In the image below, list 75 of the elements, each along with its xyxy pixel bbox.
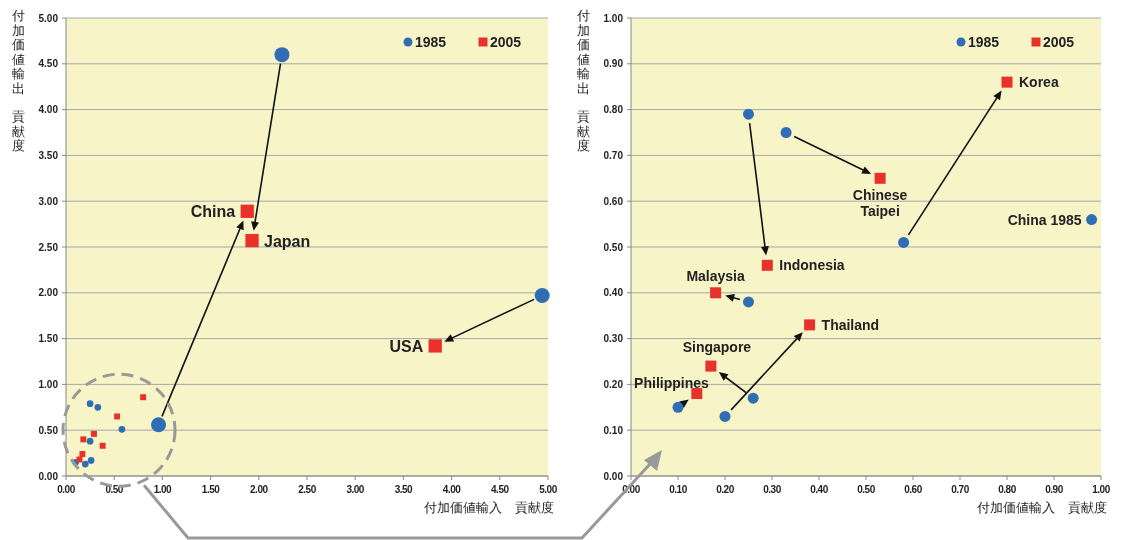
point bbox=[747, 392, 759, 404]
x-axis-title: 付加価値輸入 貢献度 bbox=[976, 500, 1107, 515]
y-tick-label: 0.10 bbox=[603, 424, 624, 436]
y-tick-label: 1.50 bbox=[38, 333, 59, 345]
x-tick-label: 0.00 bbox=[57, 484, 76, 495]
x-tick-label: 1.50 bbox=[201, 484, 221, 495]
x-tick-label: 2.50 bbox=[298, 484, 317, 495]
legend-label: 2005 bbox=[1043, 34, 1075, 50]
x-tick-label: 3.00 bbox=[346, 484, 365, 495]
annotation: Indonesia bbox=[779, 257, 845, 274]
x-tick-label: 0.10 bbox=[669, 484, 688, 495]
x-tick-label: 0.40 bbox=[810, 484, 829, 495]
x-tick-label: 4.00 bbox=[442, 484, 462, 495]
point bbox=[898, 236, 910, 248]
x-tick-label: 0.90 bbox=[1045, 484, 1064, 495]
x-tick-label: 0.30 bbox=[763, 484, 782, 495]
x-tick-label: 1.00 bbox=[1092, 484, 1111, 495]
legend-label: 1985 bbox=[415, 34, 447, 50]
point bbox=[705, 360, 717, 372]
y-tick-label: 0.00 bbox=[603, 470, 624, 482]
point bbox=[780, 127, 792, 138]
x-tick-label: 0.50 bbox=[857, 484, 876, 495]
annotation: Chinese Taipei bbox=[852, 187, 908, 220]
x-tick-label: 4.50 bbox=[491, 484, 510, 495]
annotation: Korea bbox=[1019, 74, 1059, 91]
point bbox=[874, 172, 886, 184]
annotation: China 1985 bbox=[1007, 211, 1082, 228]
annotation: Japan bbox=[264, 232, 311, 250]
point bbox=[743, 108, 754, 120]
x-tick-label: 0.80 bbox=[998, 484, 1017, 495]
y-tick-label: 0.50 bbox=[603, 241, 624, 253]
point bbox=[1086, 214, 1098, 226]
annotation: Malaysia bbox=[686, 267, 745, 284]
annotation: Singapore bbox=[682, 339, 752, 356]
annotation: China bbox=[190, 203, 236, 221]
x-axis-title: 付加価値輸入 貢献度 bbox=[423, 500, 554, 515]
y-tick-label: 0.40 bbox=[603, 287, 624, 299]
y-tick-label: 0.00 bbox=[38, 470, 59, 482]
y-tick-label: 0.80 bbox=[603, 104, 624, 116]
y-tick-label: 5.00 bbox=[38, 12, 59, 24]
y-tick-label: 2.50 bbox=[38, 241, 59, 253]
x-tick-label: 0.20 bbox=[716, 484, 735, 495]
point bbox=[804, 319, 816, 331]
x-tick-label: 1.00 bbox=[153, 484, 173, 495]
y-tick-label: 2.00 bbox=[38, 287, 59, 299]
text: 付加価値輸出貢献度 bbox=[576, 8, 590, 153]
y-tick-label: 0.20 bbox=[603, 378, 624, 390]
point bbox=[719, 410, 731, 422]
y-tick-label: 4.00 bbox=[38, 104, 59, 116]
y-tick-label: 4.50 bbox=[38, 58, 59, 70]
x-tick-label: 3.50 bbox=[394, 484, 414, 495]
x-tick-label: 2.00 bbox=[250, 484, 269, 495]
point bbox=[710, 287, 722, 299]
point bbox=[743, 296, 754, 308]
x-tick-label: 0.70 bbox=[951, 484, 970, 495]
annotation: Thailand bbox=[821, 316, 880, 333]
y-tick-label: 1.00 bbox=[38, 378, 59, 390]
y-tick-label: 0.50 bbox=[38, 424, 59, 436]
annotation: Philippines bbox=[634, 374, 709, 391]
legend-label: 1985 bbox=[968, 34, 1000, 50]
x-tick-label: 5.00 bbox=[539, 484, 558, 495]
point bbox=[672, 401, 684, 413]
annotation: USA bbox=[389, 337, 424, 355]
y-tick-label: 0.90 bbox=[603, 58, 624, 70]
text: 付加価値輸出貢献度 bbox=[11, 8, 25, 153]
x-tick-label: 0.60 bbox=[904, 484, 923, 495]
y-tick-label: 0.70 bbox=[603, 149, 624, 161]
y-tick-label: 3.50 bbox=[38, 149, 59, 161]
y-tick-label: 1.00 bbox=[603, 12, 624, 24]
y-tick-label: 0.30 bbox=[603, 333, 624, 345]
point bbox=[761, 259, 773, 271]
y-tick-label: 3.00 bbox=[38, 195, 59, 207]
legend-label: 2005 bbox=[490, 34, 522, 50]
point bbox=[1001, 76, 1013, 88]
y-tick-label: 0.60 bbox=[603, 195, 624, 207]
